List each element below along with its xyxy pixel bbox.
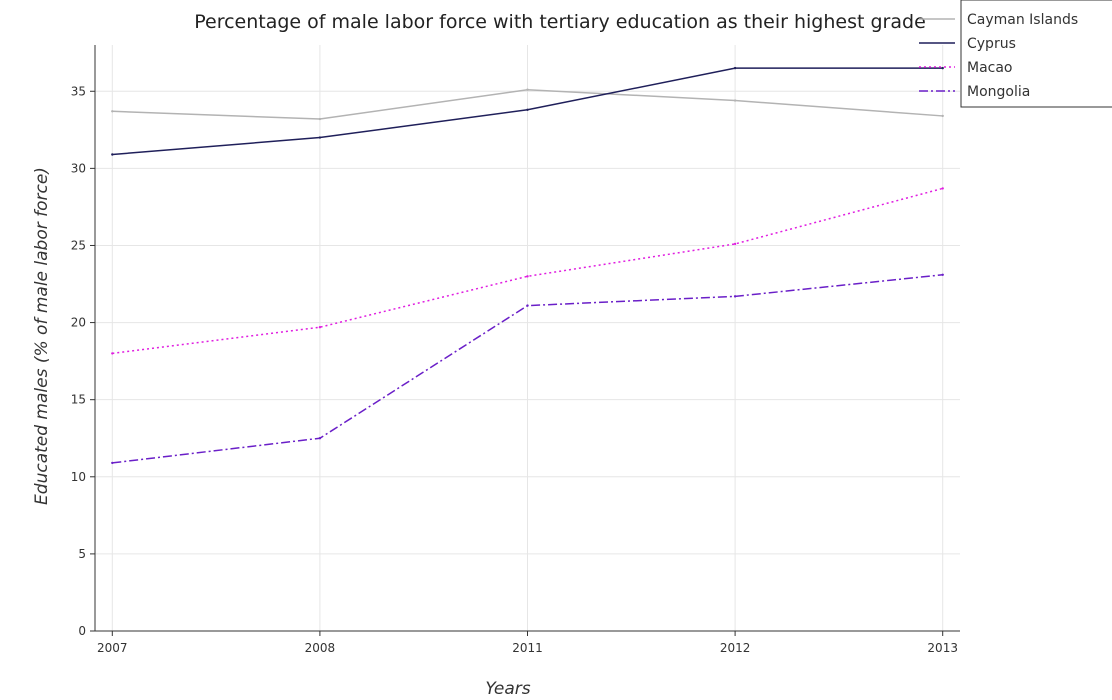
legend-label-cayman-islands: Cayman Islands <box>967 12 1078 28</box>
x-axis-label: Years <box>485 679 530 699</box>
legend-label-macao: Macao <box>967 60 1013 76</box>
data-point-cayman-islands <box>318 117 322 121</box>
y-tick-label: 25 <box>71 238 86 252</box>
chart-title: Percentage of male labor force with tert… <box>194 11 926 33</box>
x-tick-label: 2013 <box>927 641 958 655</box>
data-point-mongolia <box>941 273 944 276</box>
data-point-cayman-islands <box>526 88 529 91</box>
axes: 0 5 10 15 20 25 30 35 2007 2008 2011 2012 2013 <box>71 45 960 655</box>
y-tick-label: 35 <box>71 84 86 98</box>
data-point-cyprus <box>111 153 114 156</box>
x-tick-label: 2007 <box>97 641 128 655</box>
legend-label-mongolia: Mongolia <box>967 84 1030 100</box>
data-point-cayman-islands <box>733 99 737 102</box>
legend-label-cyprus: Cyprus <box>967 36 1016 52</box>
data-point-cyprus <box>318 136 322 139</box>
series-group <box>111 66 944 465</box>
data-point-cyprus <box>941 66 944 70</box>
y-tick-label: 30 <box>71 161 86 175</box>
data-point-mongolia <box>318 437 322 440</box>
data-point-mongolia <box>733 295 737 298</box>
data-point-cyprus <box>733 66 737 70</box>
x-tick-label: 2011 <box>512 641 543 655</box>
data-point-macao <box>318 326 322 329</box>
data-point-macao <box>526 275 529 278</box>
data-point-cyprus <box>526 108 529 111</box>
y-tick-label: 0 <box>78 624 86 638</box>
y-tick-label: 5 <box>78 547 86 561</box>
data-point-macao <box>941 187 944 190</box>
y-tick-label: 15 <box>71 393 86 407</box>
y-axis-label: Educated males (% of male labor force) <box>32 167 52 505</box>
x-tick-label: 2012 <box>720 641 751 655</box>
data-point-cayman-islands <box>941 114 944 118</box>
legend-box <box>960 0 1112 108</box>
data-point-macao <box>733 242 737 246</box>
legend: Cayman Islands Cyprus Macao Mongolia <box>919 0 1112 108</box>
x-tick-label: 2008 <box>305 641 336 655</box>
data-point-mongolia <box>526 304 529 307</box>
data-point-cayman-islands <box>111 110 114 113</box>
data-point-macao <box>111 352 114 355</box>
grid <box>95 45 960 632</box>
y-tick-label: 20 <box>71 316 86 330</box>
y-tick-label: 10 <box>71 470 86 484</box>
data-point-mongolia <box>111 461 114 465</box>
